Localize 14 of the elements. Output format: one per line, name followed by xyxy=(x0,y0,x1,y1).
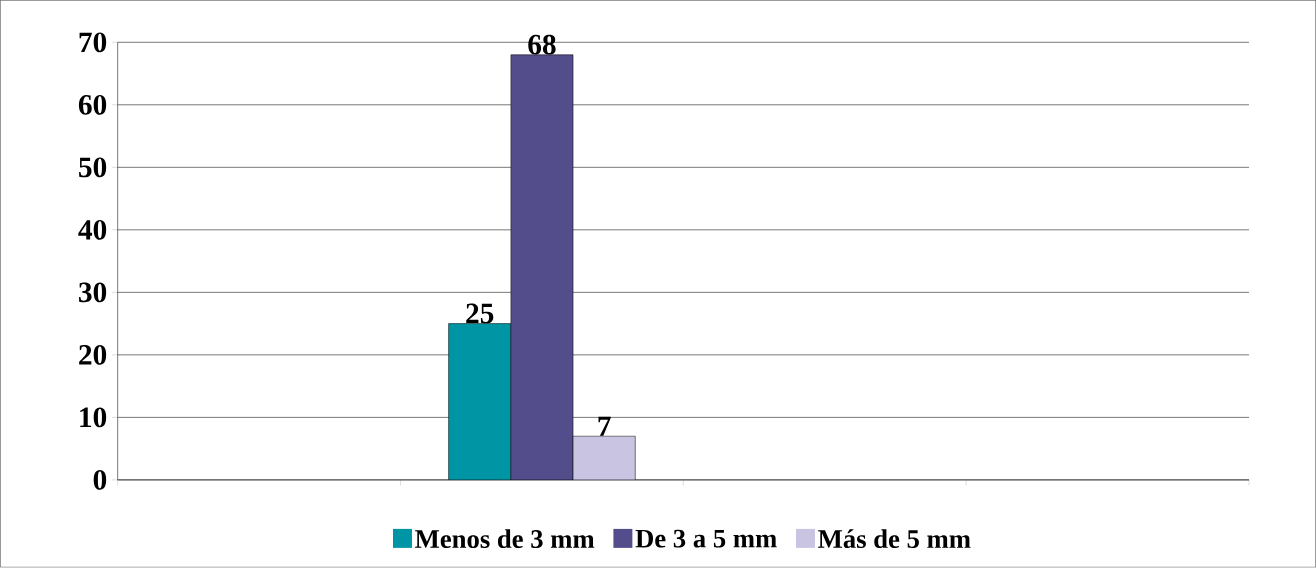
legend-label: De 3 a 5 mm xyxy=(635,529,777,548)
y-tick-label: 10 xyxy=(80,407,107,428)
data-label: 68 xyxy=(528,34,556,55)
data-label: 25 xyxy=(466,303,494,324)
y-tick-label: 60 xyxy=(78,95,107,115)
y-tick-label: 70 xyxy=(79,32,107,53)
y-tick-label: 0 xyxy=(93,470,107,491)
y-tick-label: 50 xyxy=(79,157,107,178)
data-label: 7 xyxy=(598,416,611,437)
y-tick-label: 20 xyxy=(79,345,107,365)
legend-label: Más de 5 mm xyxy=(818,529,971,549)
y-tick-label: 30 xyxy=(79,282,107,303)
y-tick-label: 40 xyxy=(78,220,107,240)
legend-label: Menos de 3 mm xyxy=(415,529,595,549)
